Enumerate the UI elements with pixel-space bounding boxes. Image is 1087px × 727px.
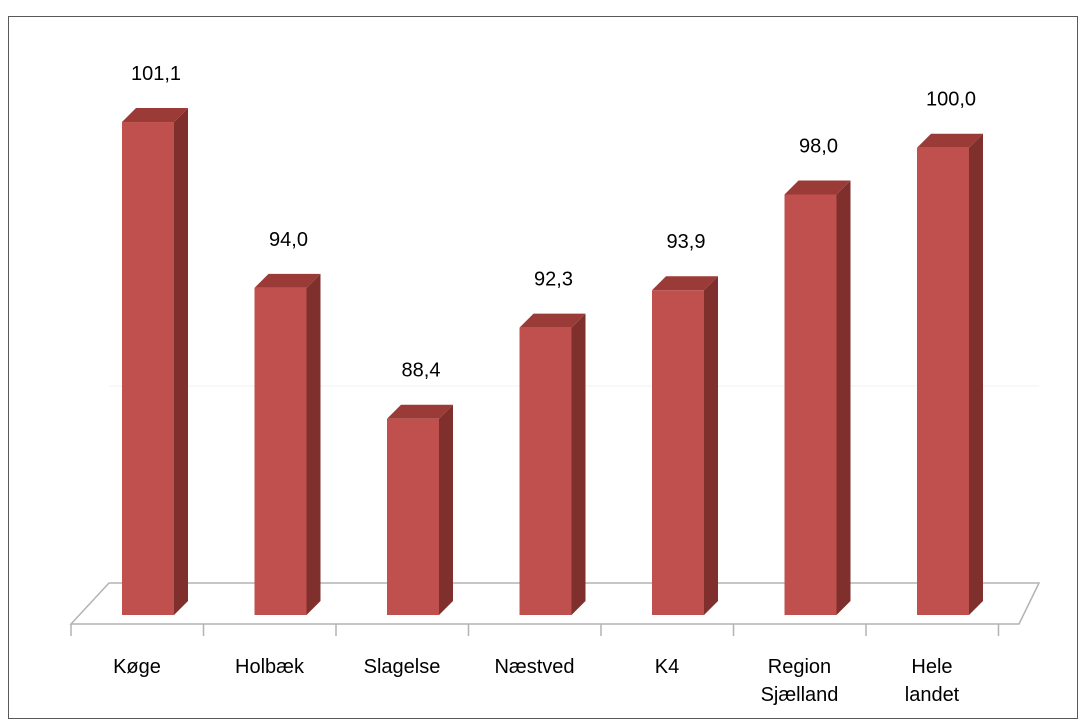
bar	[387, 418, 439, 615]
bar-side	[836, 180, 851, 616]
x-tick-label: Hele	[911, 656, 952, 678]
bar-side	[174, 108, 188, 615]
bar	[122, 122, 174, 615]
x-tick-label: Region	[768, 656, 831, 678]
bar-top	[254, 273, 321, 288]
bar	[652, 290, 704, 615]
bar	[519, 327, 572, 615]
bar-top	[652, 276, 718, 291]
chart-frame: 101,1 Køge 94,0 Holbæk 88,4 Slagelse 92,3 Næstv…	[8, 16, 1078, 719]
x-tick-label: landet	[905, 684, 960, 706]
bar-top	[917, 133, 983, 148]
bar-top	[519, 313, 586, 328]
bar-top	[387, 404, 453, 419]
x-tick-label: Næstved	[494, 656, 574, 678]
x-tick-label: Slagelse	[364, 656, 441, 678]
bar	[917, 147, 969, 615]
bar-side	[439, 404, 453, 615]
data-label: 98,0	[799, 135, 838, 157]
x-tick-label: K4	[655, 656, 679, 678]
data-label: 101,1	[131, 63, 181, 85]
bar-top	[122, 108, 188, 123]
bar	[784, 194, 837, 616]
x-tick-label: Køge	[113, 656, 161, 678]
data-label: 94,0	[269, 229, 308, 251]
bar-top	[784, 180, 851, 195]
data-label: 88,4	[402, 360, 441, 382]
data-label: 92,3	[534, 269, 573, 291]
data-label: 100,0	[926, 89, 976, 111]
bar	[254, 287, 307, 615]
x-tick-label: Holbæk	[235, 656, 305, 678]
bar-side	[571, 313, 586, 615]
bar-side	[969, 133, 983, 615]
x-tick-label: Sjælland	[761, 684, 839, 706]
data-label: 93,9	[667, 231, 706, 253]
bar-side	[306, 273, 321, 615]
bar-side	[704, 276, 718, 615]
bar-chart: 101,1 Køge 94,0 Holbæk 88,4 Slagelse 92,3 Næstv…	[69, 63, 1041, 706]
